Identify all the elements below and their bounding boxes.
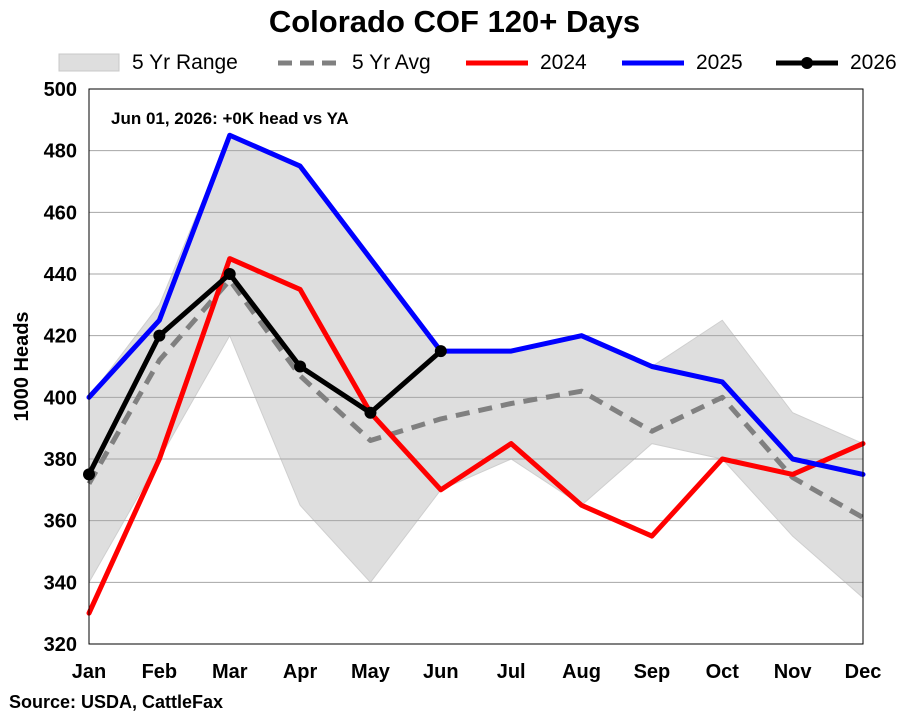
x-tick-label-jul: Jul [497, 661, 526, 683]
series-layer [83, 132, 866, 616]
series-point-2026-may [364, 406, 377, 419]
legend-swatch-2025 [622, 60, 684, 66]
series-point-2026-jun [434, 345, 447, 358]
x-tick-label-aug: Aug [562, 661, 601, 683]
legend-label-2024: 2024 [540, 51, 587, 74]
x-tick-label-oct: Oct [706, 661, 740, 683]
y-tick-label-380: 380 [44, 449, 77, 471]
legend-label-2026: 2026 [850, 51, 897, 74]
y-tick-label-320: 320 [44, 634, 77, 656]
legend-label-2025: 2025 [696, 51, 743, 74]
x-tick-label-jun: Jun [423, 661, 459, 683]
x-axis: Jan Feb Mar Apr May Jun Jul Aug Sep Oct Nov Dec [72, 661, 882, 683]
legend: 5 Yr Range 5 Yr Avg 2024 2025 2026 [0, 48, 909, 78]
chart-annotation: Jun 01, 2026: +0K head vs YA [111, 109, 349, 128]
x-tick-label-mar: Mar [212, 661, 248, 683]
y-tick-label-420: 420 [44, 326, 77, 348]
y-tick-label-500: 500 [44, 79, 77, 101]
x-tick-label-nov: Nov [774, 661, 813, 683]
legend-item-2026: 2026 [776, 48, 897, 78]
y-tick-label-360: 360 [44, 511, 77, 533]
series-point-2026-mar [223, 268, 236, 280]
x-tick-label-sep: Sep [634, 661, 671, 683]
chart-title: Colorado COF 120+ Days [268, 4, 641, 39]
legend-swatch-2024 [466, 60, 528, 66]
y-tick-label-340: 340 [44, 572, 77, 594]
legend-swatch-2026 [776, 57, 838, 69]
legend-swatch-range [58, 53, 120, 72]
series-point-2026-feb [153, 329, 166, 342]
source-note: Source: USDA, CattleFax [9, 692, 224, 712]
grid-layer [89, 150, 863, 583]
y-tick-label-400: 400 [44, 387, 77, 409]
y-tick-label-440: 440 [44, 264, 77, 286]
legend-item-2024: 2024 [466, 48, 587, 78]
legend-swatch-avg [278, 60, 340, 66]
y-tick-label-480: 480 [44, 141, 77, 163]
legend-label-avg: 5 Yr Avg [352, 51, 431, 74]
legend-item-avg: 5 Yr Avg [278, 48, 431, 78]
series-point-2026-apr [294, 360, 307, 373]
x-tick-label-may: May [351, 661, 391, 683]
plot-area-frame [88, 88, 864, 645]
y-axis: 320 340 360 380 400 420 440 460 480 500 [44, 79, 77, 656]
x-tick-label-dec: Dec [845, 661, 882, 683]
series-line-2025 [86, 132, 866, 477]
x-tick-label-jan: Jan [72, 661, 106, 683]
x-tick-label-apr: Apr [283, 661, 318, 683]
y-tick-label-460: 460 [44, 202, 77, 224]
legend-item-range: 5 Yr Range [58, 48, 238, 78]
line-chart: 320 340 360 380 400 420 440 460 480 500 Jan Feb Mar… [11, 79, 882, 683]
series-line-2024 [86, 256, 866, 616]
y-axis-label: 1000 Heads [11, 311, 33, 421]
legend-item-2025: 2025 [622, 48, 743, 78]
x-tick-label-feb: Feb [142, 661, 178, 683]
series-line-2026 [86, 271, 444, 477]
legend-label-range: 5 Yr Range [132, 51, 238, 74]
